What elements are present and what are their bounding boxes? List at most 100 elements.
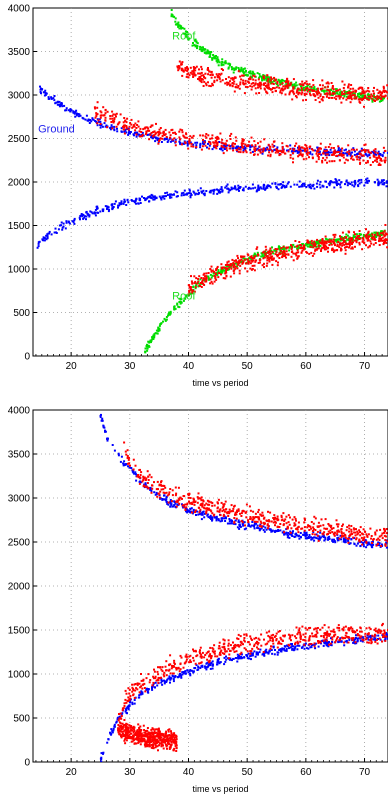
y-tick-label: 500 [13, 308, 30, 319]
data-point [236, 653, 239, 656]
data-point [169, 136, 171, 139]
data-point [159, 490, 162, 493]
data-point [181, 671, 184, 674]
data-point [368, 244, 371, 247]
data-point [234, 76, 237, 79]
data-point [303, 247, 306, 250]
data-point [296, 90, 299, 93]
data-point [211, 269, 214, 272]
data-point [230, 510, 233, 513]
data-point [328, 151, 331, 154]
data-point [207, 278, 210, 281]
data-point [251, 85, 254, 88]
data-point [123, 441, 126, 444]
data-point [145, 687, 148, 690]
data-point [383, 527, 385, 530]
data-point [319, 524, 322, 527]
data-point [123, 126, 126, 129]
data-point [381, 537, 384, 540]
data-point [353, 181, 356, 184]
data-point [377, 541, 380, 544]
data-point [235, 139, 238, 142]
data-point [317, 240, 320, 243]
data-point [50, 233, 53, 236]
data-point [219, 188, 222, 191]
data-point [284, 518, 287, 521]
data-point [259, 84, 262, 87]
data-point [225, 517, 227, 520]
data-point [384, 240, 386, 243]
data-point [145, 197, 148, 200]
data-point [350, 237, 353, 240]
data-point [142, 485, 145, 488]
data-point [62, 225, 65, 228]
data-point [127, 133, 130, 136]
data-point [248, 144, 251, 147]
data-point [90, 211, 93, 214]
data-point [237, 509, 240, 512]
data-point [386, 97, 388, 100]
data-point [369, 240, 372, 243]
data-point [161, 135, 164, 137]
data-point [253, 520, 256, 523]
data-point [93, 106, 96, 109]
data-point [210, 265, 213, 268]
data-point [168, 195, 171, 198]
data-point [192, 73, 195, 76]
data-point [234, 142, 236, 145]
data-point [324, 240, 327, 243]
data-point [167, 503, 170, 506]
data-point [211, 134, 214, 137]
data-point [205, 279, 208, 281]
data-point [194, 286, 197, 289]
data-point [261, 254, 264, 257]
data-point [222, 266, 225, 269]
data-point [221, 138, 224, 141]
data-point [296, 150, 299, 153]
data-point [264, 149, 267, 151]
data-point [211, 73, 214, 76]
data-point [216, 60, 219, 62]
data-point [270, 81, 273, 84]
data-point [278, 252, 281, 255]
data-point [362, 89, 365, 92]
data-point [262, 75, 265, 78]
data-point [188, 292, 191, 295]
data-point [379, 97, 382, 100]
data-point [373, 155, 376, 158]
data-point [259, 186, 262, 189]
data-point [141, 691, 144, 694]
data-point [366, 634, 369, 637]
data-point [374, 159, 376, 162]
data-point [201, 279, 204, 282]
data-point [362, 159, 365, 162]
data-point [258, 145, 261, 148]
data-point [261, 511, 264, 514]
data-point [374, 232, 377, 235]
data-point [149, 487, 152, 490]
data-point [124, 119, 127, 122]
data-point [335, 95, 338, 98]
data-point [282, 524, 285, 527]
data-point [327, 146, 330, 148]
data-point [102, 106, 105, 109]
data-point [300, 86, 303, 89]
data-point [184, 30, 187, 33]
data-point [381, 239, 384, 242]
data-point [204, 144, 207, 147]
data-point [366, 180, 369, 183]
data-point [219, 147, 221, 150]
data-point [234, 147, 237, 150]
data-point [282, 85, 285, 88]
data-point [262, 147, 265, 150]
data-point [190, 288, 193, 291]
data-point [96, 207, 99, 210]
data-point [263, 250, 266, 253]
data-point [238, 272, 241, 275]
data-point [379, 235, 381, 238]
data-point [210, 510, 213, 513]
data-point [269, 511, 272, 514]
data-point [207, 134, 210, 137]
data-point [139, 476, 142, 479]
data-point [206, 50, 209, 53]
